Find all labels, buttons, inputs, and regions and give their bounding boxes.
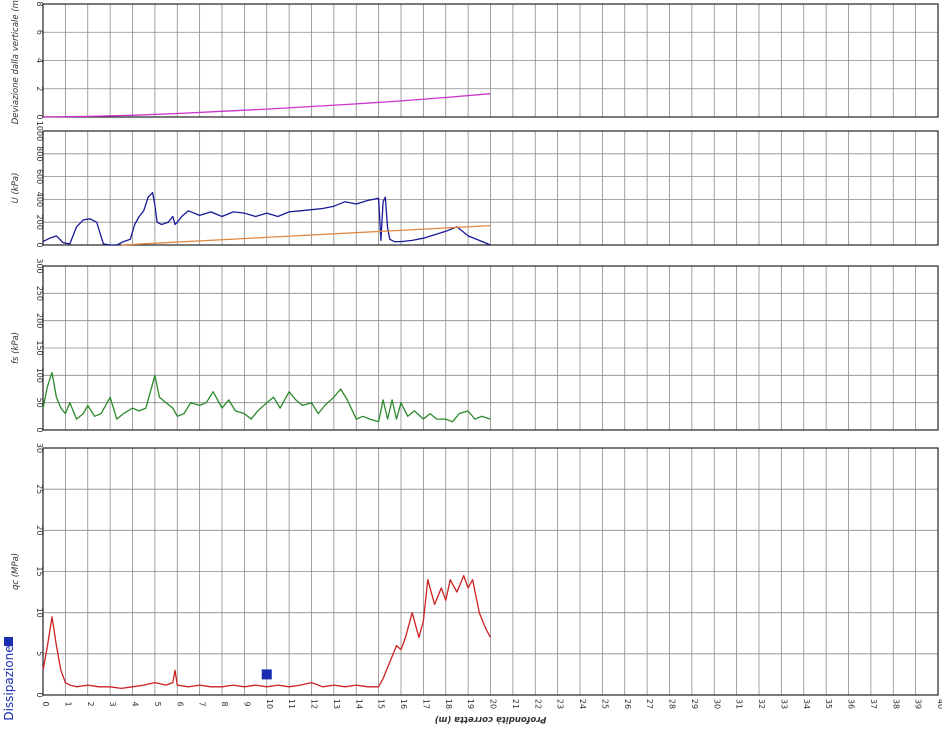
y-tick-label: 4: [35, 58, 44, 63]
x-tick-label: 6: [175, 701, 184, 706]
x-tick-label: 32: [757, 699, 766, 709]
x-tick-label: 38: [891, 699, 900, 709]
panel-frame: [42, 3, 939, 118]
panel-frame: [42, 447, 939, 696]
x-tick-label: 10: [265, 699, 274, 709]
y-tick-label: 15: [35, 566, 44, 576]
x-tick-label: 1: [63, 701, 72, 706]
y-tick-label: 200: [35, 313, 44, 328]
x-tick-label: 13: [332, 699, 341, 709]
data-series-line: [42, 191, 491, 246]
y-tick-label: 20: [35, 525, 44, 535]
x-tick-label: 26: [623, 699, 632, 709]
x-tick-label: 18: [444, 699, 453, 709]
y-tick-label: 0: [35, 427, 44, 432]
y-tick-label: 800: [35, 146, 44, 161]
x-tick-label: 0: [41, 701, 50, 706]
x-tick-label: 35: [824, 699, 833, 709]
y-axis-label: Deviazione dalla verticale (m): [11, 0, 21, 124]
x-tick-label: 23: [556, 699, 565, 709]
y-axis-label: fs (kPa): [11, 332, 21, 364]
x-tick-label: 20: [489, 699, 498, 709]
x-tick-label: 22: [533, 699, 542, 709]
y-tick-label: 25: [35, 484, 44, 494]
y-tick-label: 10: [35, 608, 44, 618]
y-tick-label: 100: [35, 368, 44, 383]
x-tick-label: 15: [377, 699, 386, 709]
y-tick-label: 6: [35, 30, 44, 35]
x-axis-label: Profondità corretta (m): [434, 714, 546, 724]
x-tick-label: 37: [869, 699, 878, 709]
y-axis-label: qc (MPa): [11, 553, 21, 590]
y-tick-label: 150: [35, 340, 44, 355]
x-tick-label: 19: [466, 699, 475, 709]
x-tick-label: 24: [578, 699, 587, 709]
y-tick-label: 300: [35, 258, 44, 273]
data-series-line: [42, 93, 491, 118]
y-tick-label: 200: [35, 215, 44, 230]
x-tick-label: 28: [668, 699, 677, 709]
y-tick-label: 1000: [35, 121, 44, 141]
x-tick-label: 21: [511, 699, 520, 709]
x-tick-label: 16: [399, 699, 408, 709]
x-tick-label: 25: [600, 699, 609, 709]
x-tick-label: 39: [914, 699, 923, 709]
y-tick-label: 0: [35, 114, 44, 119]
x-tick-label: 12: [310, 699, 319, 709]
x-tick-label: 2: [86, 701, 95, 706]
legend-swatch: [4, 637, 13, 646]
x-tick-label: 34: [802, 699, 811, 709]
y-tick-label: 250: [35, 286, 44, 301]
x-tick-label: 40: [936, 699, 942, 709]
y-tick-label: 600: [35, 169, 44, 184]
y-tick-label: 50: [35, 398, 44, 408]
y-tick-label: 8: [35, 1, 44, 6]
y-axis-label: U (kPa): [11, 173, 21, 204]
x-tick-label: 29: [690, 699, 699, 709]
y-tick-label: 400: [35, 192, 44, 207]
x-tick-label: 36: [847, 699, 856, 709]
dissipation-marker: [261, 669, 272, 680]
x-tick-label: 3: [108, 701, 117, 706]
legend-label: Dissipazione: [2, 645, 16, 720]
y-tick-label: 5: [35, 651, 44, 656]
x-tick-label: 11: [287, 699, 296, 709]
x-tick-label: 9: [242, 701, 251, 706]
x-tick-label: 27: [645, 699, 654, 709]
x-tick-label: 33: [779, 699, 788, 709]
data-series-line: [42, 371, 491, 423]
x-tick-label: 8: [220, 701, 229, 706]
panel-frame: [42, 265, 939, 431]
x-tick-label: 31: [735, 699, 744, 709]
y-tick-label: 0: [35, 692, 44, 697]
x-tick-label: 5: [153, 701, 162, 706]
data-series-line: [42, 574, 492, 690]
x-tick-label: 14: [354, 699, 363, 709]
x-tick-label: 30: [712, 699, 721, 709]
x-tick-label: 17: [421, 699, 430, 709]
y-tick-label: 30: [35, 443, 44, 453]
y-tick-label: 0: [35, 242, 44, 247]
x-tick-label: 4: [131, 701, 140, 706]
y-tick-label: 2: [35, 86, 44, 91]
x-tick-label: 7: [198, 701, 207, 706]
data-series-line: [121, 224, 491, 246]
